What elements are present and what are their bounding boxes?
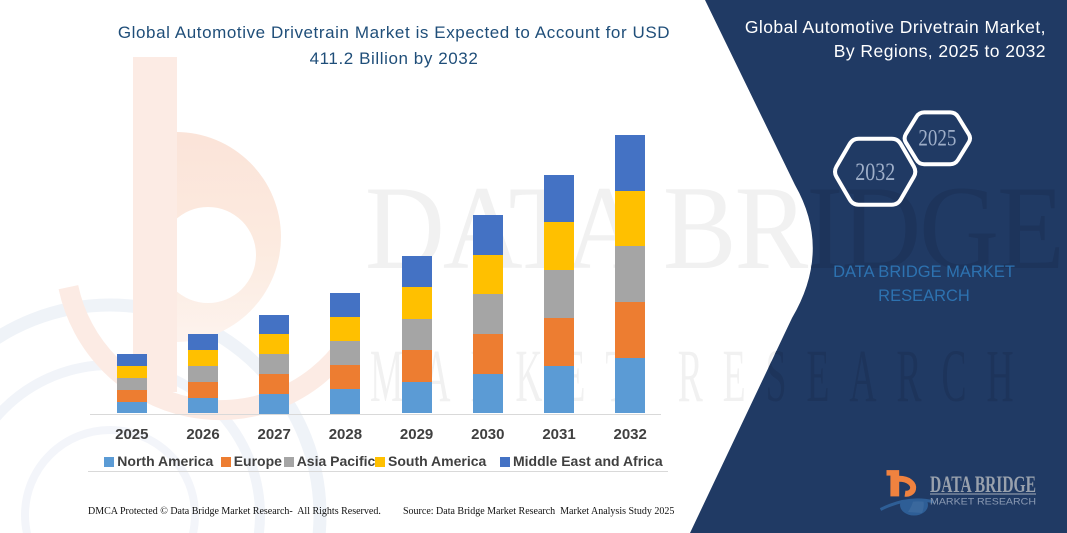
svg-text:2032: 2032 [855,159,895,186]
svg-text:MARKET RESEARCH: MARKET RESEARCH [930,497,1036,507]
svg-text:DATA BRIDGE: DATA BRIDGE [930,472,1036,497]
svg-text:2025: 2025 [918,126,956,151]
